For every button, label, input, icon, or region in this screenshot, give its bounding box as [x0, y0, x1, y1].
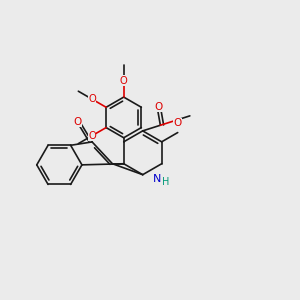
Text: N: N: [153, 174, 162, 184]
Text: O: O: [73, 117, 81, 127]
Text: O: O: [88, 131, 96, 141]
Text: O: O: [120, 76, 127, 86]
Text: O: O: [88, 94, 96, 104]
Text: H: H: [162, 177, 169, 187]
Text: O: O: [154, 101, 162, 112]
Text: O: O: [173, 118, 182, 128]
